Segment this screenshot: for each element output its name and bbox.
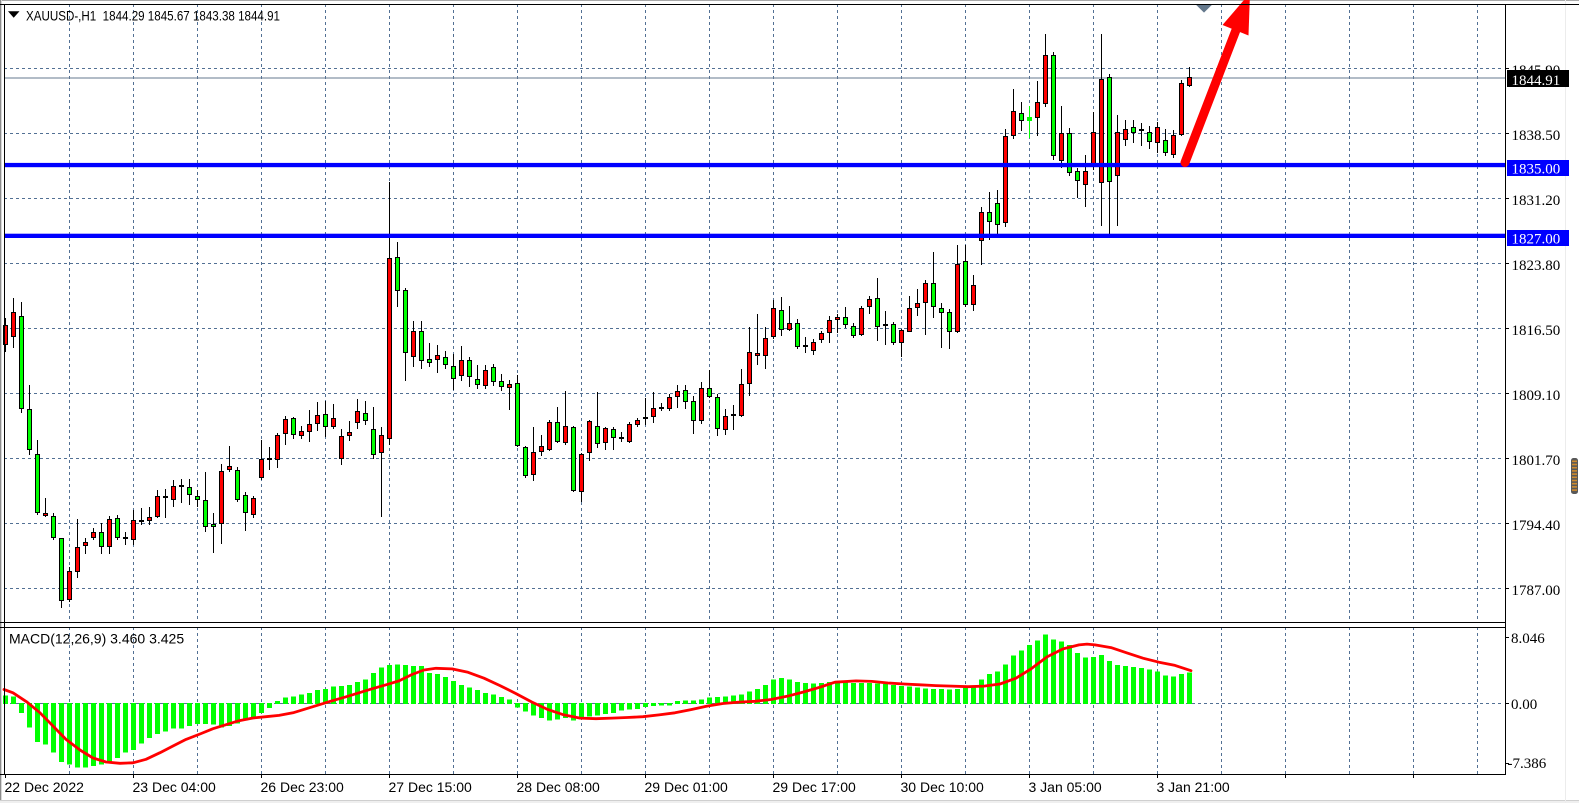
svg-text:0.00: 0.00 [1511,697,1537,713]
svg-text:XAUUSD-,H1 1844.29 1845.67 18: XAUUSD-,H1 1844.29 1845.67 1843.38 1844.… [26,8,280,24]
svg-text:1816.50: 1816.50 [1512,323,1561,339]
svg-text:1823.80: 1823.80 [1512,258,1561,274]
svg-text:1844.91: 1844.91 [1512,73,1561,89]
svg-text:3 Jan 05:00: 3 Jan 05:00 [1029,779,1102,795]
svg-text:1809.10: 1809.10 [1512,388,1561,404]
svg-text:22 Dec 2022: 22 Dec 2022 [5,779,85,795]
svg-text:23 Dec 04:00: 23 Dec 04:00 [133,779,216,795]
svg-text:1787.00: 1787.00 [1512,583,1561,599]
svg-text:-7.386: -7.386 [1508,756,1547,772]
svg-text:8.046: 8.046 [1511,631,1545,647]
svg-text:30 Dec 10:00: 30 Dec 10:00 [901,779,984,795]
svg-text:1801.70: 1801.70 [1512,453,1561,469]
svg-text:3 Jan 21:00: 3 Jan 21:00 [1157,779,1230,795]
svg-text:1838.50: 1838.50 [1512,128,1561,144]
svg-text:1835.00: 1835.00 [1512,161,1561,177]
svg-text:1827.00: 1827.00 [1512,231,1561,247]
svg-text:26 Dec 23:00: 26 Dec 23:00 [261,779,344,795]
svg-text:1794.40: 1794.40 [1512,518,1561,534]
svg-text:MACD(12,26,9) 3.460 3.425: MACD(12,26,9) 3.460 3.425 [9,631,184,647]
svg-text:29 Dec 17:00: 29 Dec 17:00 [773,779,856,795]
svg-text:27 Dec 15:00: 27 Dec 15:00 [389,779,472,795]
svg-text:1831.20: 1831.20 [1512,193,1561,209]
svg-text:29 Dec 01:00: 29 Dec 01:00 [645,779,728,795]
svg-text:28 Dec 08:00: 28 Dec 08:00 [517,779,600,795]
